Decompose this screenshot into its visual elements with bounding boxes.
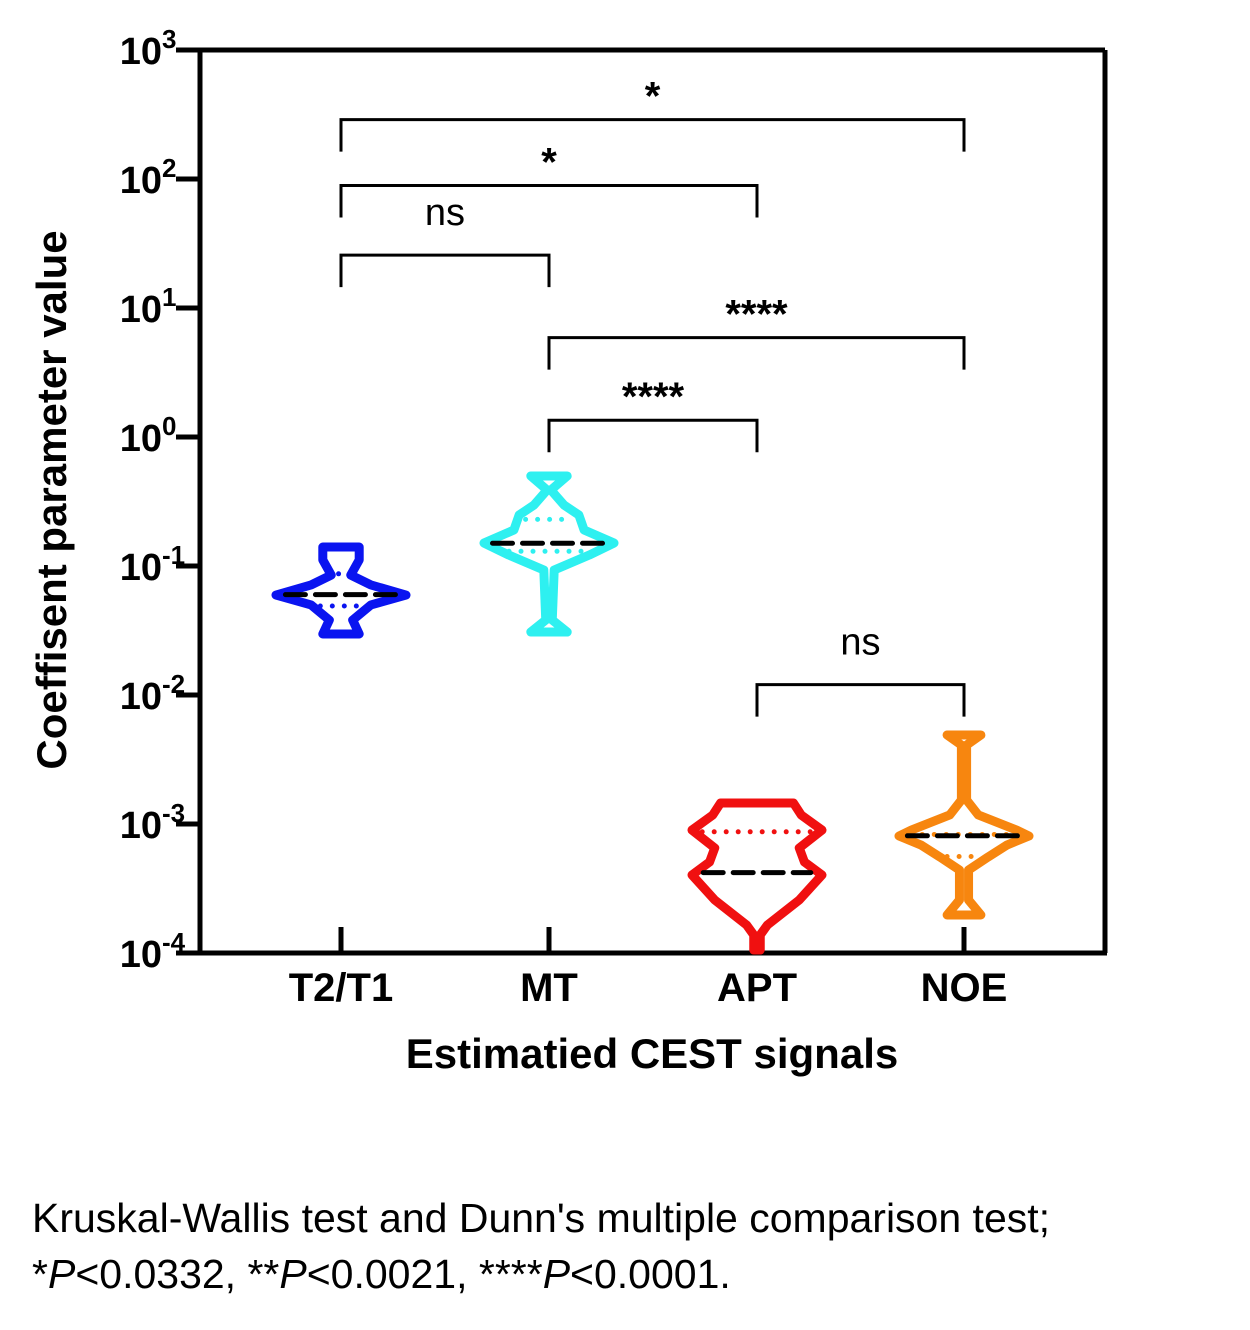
y-tick-label: 10 bbox=[120, 547, 162, 589]
significance-bracket: * bbox=[339, 75, 966, 152]
footnote-p: P bbox=[47, 1251, 76, 1297]
significance-label: **** bbox=[725, 293, 788, 337]
y-tick-exponent: 3 bbox=[162, 24, 176, 54]
x-tick-label: NOE bbox=[921, 966, 1008, 1010]
significance-label: ns bbox=[425, 192, 465, 234]
violin-t2-t1 bbox=[271, 542, 411, 639]
significance-label: **** bbox=[622, 375, 685, 419]
violin-body bbox=[271, 542, 411, 639]
footnote-part: * bbox=[32, 1251, 48, 1297]
significance-bracket: * bbox=[339, 140, 759, 218]
violin-apt bbox=[687, 798, 827, 955]
violin-noe bbox=[894, 730, 1034, 920]
significance-label: * bbox=[645, 75, 661, 119]
x-tick-label: MT bbox=[520, 966, 578, 1010]
significance-bracket: ns bbox=[755, 622, 966, 717]
significance-label: * bbox=[541, 140, 557, 184]
footnote-line-2: *P<0.0332, **P<0.0021, ****P<0.0001. bbox=[32, 1246, 1050, 1302]
y-tick-exponent: 0 bbox=[162, 411, 176, 441]
footnote-p: P bbox=[279, 1251, 307, 1297]
bracket-line bbox=[755, 683, 966, 717]
y-tick-exponent: 2 bbox=[162, 153, 176, 183]
y-tick-label: 10 bbox=[120, 805, 162, 847]
y-axis-title: Coeffisent parameter value bbox=[28, 230, 75, 769]
y-tick-exponent: -3 bbox=[162, 798, 185, 828]
y-tick-label: 10 bbox=[120, 31, 162, 73]
x-axis-title: Estimatied CEST signals bbox=[406, 1030, 898, 1077]
bracket-line bbox=[547, 418, 759, 453]
y-tick-exponent: -2 bbox=[162, 669, 185, 699]
footnote-part: <0.0021, **** bbox=[306, 1251, 543, 1297]
y-tick-label: 10 bbox=[120, 160, 162, 202]
significance-bracket: **** bbox=[547, 375, 759, 453]
footnote-p: P bbox=[542, 1251, 571, 1297]
bracket-line bbox=[339, 118, 966, 152]
violin-body bbox=[479, 471, 619, 637]
y-tick-label: 10 bbox=[120, 289, 162, 331]
violin-mt bbox=[479, 471, 619, 637]
footnote-line-1: Kruskal-Wallis test and Dunn's multiple … bbox=[32, 1195, 1051, 1241]
significance-label: ns bbox=[840, 622, 880, 664]
x-tick-label: APT bbox=[717, 966, 797, 1010]
footnote-part: <0.0332, ** bbox=[75, 1251, 280, 1297]
y-tick-exponent: 1 bbox=[162, 282, 176, 312]
y-tick-exponent: -1 bbox=[162, 540, 185, 570]
x-tick-label: T2/T1 bbox=[289, 966, 393, 1010]
footnote: Kruskal-Wallis test and Dunn's multiple … bbox=[32, 1190, 1050, 1302]
y-tick-label: 10 bbox=[120, 676, 162, 718]
significance-bracket: ns bbox=[339, 192, 551, 288]
significance-bracket: **** bbox=[547, 293, 966, 370]
footnote-part: <0.0001. bbox=[570, 1251, 731, 1297]
bracket-line bbox=[339, 253, 551, 288]
violin-body bbox=[894, 730, 1034, 920]
violin-body bbox=[687, 798, 827, 955]
bracket-line bbox=[547, 336, 966, 370]
y-tick-label: 10 bbox=[120, 934, 162, 976]
y-tick-exponent: -4 bbox=[162, 927, 186, 957]
bracket-line bbox=[339, 183, 759, 218]
y-tick-label: 10 bbox=[120, 418, 162, 460]
